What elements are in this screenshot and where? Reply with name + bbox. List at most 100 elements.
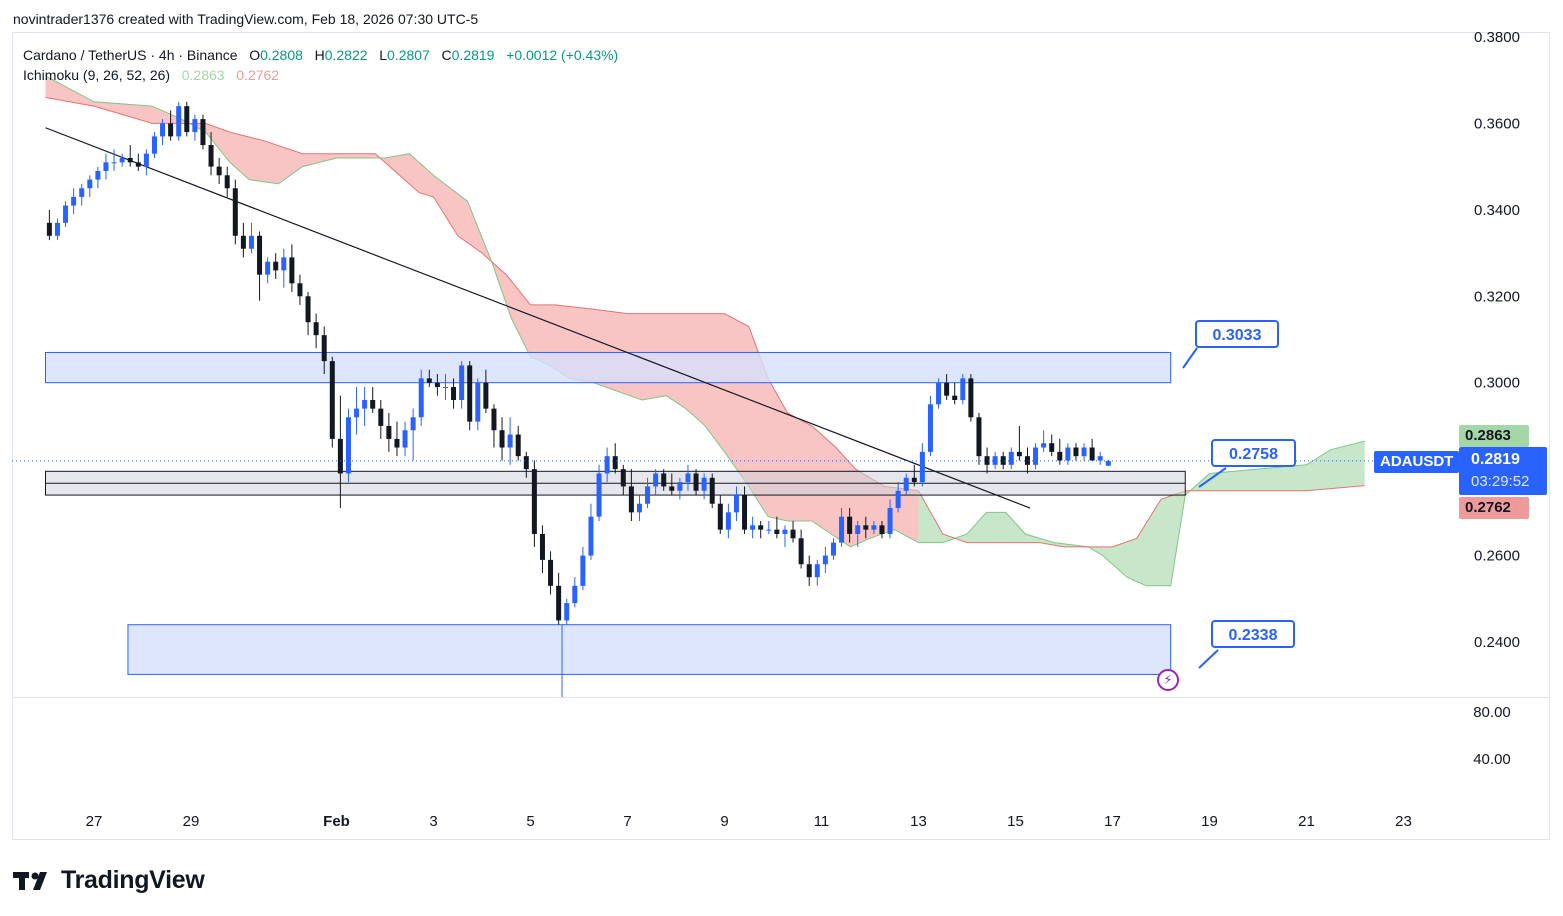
candle-body (556, 585, 562, 621)
callout-upper-zone[interactable]: 0.3033 (1195, 320, 1279, 348)
candle-body (1089, 447, 1095, 461)
x-tick-label: 11 (814, 813, 830, 830)
candle-body (620, 469, 626, 487)
legend-l-label: L (379, 47, 388, 63)
lower-pane-tick-label: 80.00 (1473, 704, 1511, 721)
legend-symbol[interactable]: Cardano / TetherUS · 4h · Binance (23, 47, 238, 63)
candle-body (572, 585, 578, 604)
candle-body (111, 162, 117, 164)
candle-body (467, 365, 473, 422)
candle-body (855, 525, 861, 534)
candle-body (984, 456, 990, 465)
lightning-icon[interactable]: ⚡ (1157, 669, 1179, 691)
candles-layer (12, 101, 1459, 625)
candle-body (79, 188, 85, 197)
x-tick-label: 9 (720, 813, 728, 830)
candle-body (717, 503, 723, 530)
candle-body (814, 564, 820, 578)
pane-separator[interactable] (12, 697, 1550, 698)
candle-body (976, 417, 982, 457)
candle-body (281, 257, 287, 271)
candle-body (798, 538, 804, 565)
candle-body (402, 430, 408, 448)
x-tick-label: 19 (1201, 813, 1218, 830)
candle-body (515, 434, 521, 457)
candle-body (378, 408, 384, 426)
candle-body (903, 477, 909, 491)
candle-body (628, 486, 634, 513)
legend-o-label: O (249, 47, 261, 63)
x-tick-label: 21 (1298, 813, 1315, 830)
candle-body (968, 378, 974, 418)
candle-body (539, 533, 545, 560)
candle-body (151, 136, 157, 154)
candle-body (960, 378, 966, 400)
downtrend-line (45, 127, 1031, 509)
candle-body (499, 430, 505, 448)
candle-body (345, 417, 351, 474)
candle-body (257, 235, 263, 275)
candle-body (847, 516, 853, 534)
y-tick-label: 0.2600 (1474, 548, 1520, 565)
candle-body (362, 400, 368, 409)
y-tick-label: 0.3000 (1474, 375, 1520, 392)
candle-body (1041, 443, 1047, 448)
x-axis: 27 29 Feb 3 5 7 9 11 13 15 17 19 21 23 (86, 813, 1412, 830)
ticker-tag: ADAUSDT (1374, 451, 1460, 473)
x-tick-label: 5 (526, 813, 534, 830)
x-tick-label: 7 (623, 813, 631, 830)
candle-body (879, 525, 885, 534)
candle-body (839, 516, 845, 543)
lower-pane-tick-label: 40.00 (1473, 751, 1511, 768)
candle-body (645, 486, 651, 504)
legend-indicator[interactable]: Ichimoku (9, 26, 52, 26) (23, 67, 171, 83)
x-tick-label: 23 (1395, 813, 1412, 830)
legend-ohlc: O0.2808 H0.2822 L0.2807 C0.2819 +0.0012 … (249, 47, 618, 63)
candle-body (54, 222, 60, 236)
candle-body (871, 525, 877, 530)
candle-body (459, 365, 465, 400)
candle-body (725, 512, 731, 530)
legend: Cardano / TetherUS · 4h · Binance O0.280… (23, 45, 618, 85)
y-tick-label: 0.3800 (1474, 29, 1520, 46)
candle-body (127, 158, 133, 163)
candle-body (588, 516, 594, 556)
candle-body (709, 477, 715, 504)
candle-body (451, 387, 457, 400)
candle-body (394, 438, 400, 448)
candle-body (87, 179, 93, 189)
legend-high: 0.2822 (324, 47, 368, 63)
candle-body (103, 162, 109, 171)
candle-body (830, 542, 836, 556)
candle-body (669, 486, 675, 491)
tradingview-logo[interactable]: TradingView (13, 866, 205, 895)
candle-body (354, 408, 360, 418)
x-tick-label: 29 (183, 813, 200, 830)
candle-body (507, 434, 513, 448)
resistance-zone-upper (45, 351, 1172, 384)
x-tick-label: 3 (429, 813, 437, 830)
last-price-value: 0.2819 (1471, 451, 1520, 468)
candle-body (895, 490, 901, 509)
candle-body (329, 361, 335, 439)
candle-body (685, 473, 691, 483)
candle-body (248, 235, 254, 249)
candle-body (992, 456, 998, 465)
candle-body (733, 495, 739, 513)
span-a-price-tag: 0.2863 (1459, 425, 1529, 447)
candle-body (1081, 447, 1087, 457)
y-tick-label: 0.3600 (1474, 115, 1520, 132)
candle-body (200, 119, 206, 146)
candle-body (434, 382, 440, 388)
legend-change: +0.0012 (+0.43%) (506, 47, 619, 63)
trendline-layer (45, 127, 1031, 697)
callout-middle-zone[interactable]: 0.2758 (1211, 439, 1296, 467)
candle-body (1065, 447, 1071, 461)
candle-body (168, 123, 174, 137)
candle-body (216, 166, 222, 176)
callout-lower-zone[interactable]: 0.2338 (1211, 620, 1295, 648)
candle-body (822, 555, 828, 565)
candle-body (548, 559, 554, 586)
candle-body (491, 408, 497, 431)
